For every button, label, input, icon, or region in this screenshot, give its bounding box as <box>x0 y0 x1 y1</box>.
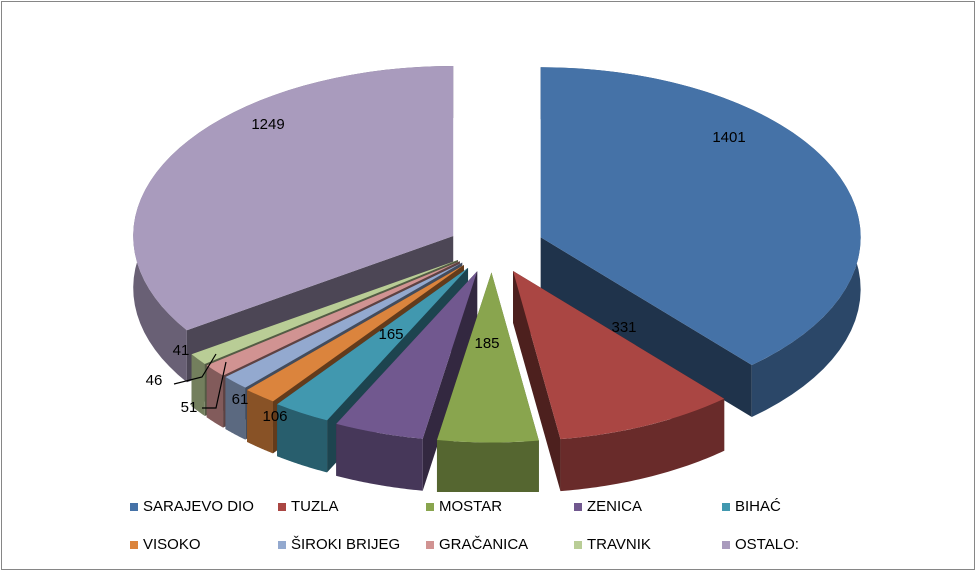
legend-item: MOSTAR <box>426 498 502 515</box>
legend-label: TRAVNIK <box>587 536 651 553</box>
legend-swatch <box>278 540 286 549</box>
slice-top <box>436 272 539 443</box>
slice-sarajevo-dio <box>540 67 861 418</box>
slice-side <box>277 404 328 473</box>
data-label: 165 <box>378 326 403 343</box>
slice-side <box>247 389 273 454</box>
slice-side <box>191 354 205 417</box>
legend-item: BIHAĆ <box>722 498 781 515</box>
legend-item: ZENICA <box>574 498 642 515</box>
legend-item: SARAJEVO DIO <box>130 498 254 515</box>
data-label: 51 <box>181 399 198 416</box>
legend-swatch <box>130 502 138 511</box>
legend-label: MOSTAR <box>439 498 503 515</box>
pie-chart: 1401 331 185 165 106 61 51 46 41 1249 <box>133 65 861 492</box>
data-label: 1249 <box>251 116 284 133</box>
data-label: 1401 <box>712 129 745 146</box>
leader-line <box>173 353 217 385</box>
legend-item: TUZLA <box>278 498 339 515</box>
slice-wall <box>540 237 752 418</box>
legend-swatch <box>574 502 582 511</box>
legend-swatch <box>722 502 730 511</box>
slice-top <box>247 264 464 402</box>
slice-tuzla <box>513 271 725 492</box>
slice-top <box>540 67 861 366</box>
legend-item: TRAVNIK <box>574 536 651 553</box>
legend-swatch <box>278 502 286 511</box>
data-label: 41 <box>173 342 190 359</box>
slice-top <box>277 267 469 421</box>
slice-mostar <box>436 272 539 492</box>
legend-swatch <box>722 540 730 549</box>
data-label: 106 <box>262 408 287 425</box>
slice-top <box>513 271 725 440</box>
data-label: 46 <box>146 372 163 389</box>
slice-top <box>133 65 454 331</box>
legend-label: GRAČANICA <box>439 536 529 553</box>
legend-item: ŠIROKI BRIJEG <box>278 536 400 553</box>
legend-item: OSTALO: <box>722 536 799 553</box>
legend-swatch <box>130 540 138 549</box>
slice-side <box>206 365 224 428</box>
legend-item: VISOKO <box>130 536 201 553</box>
legend-item: GRAČANICA <box>426 536 528 553</box>
slice-top <box>336 271 478 439</box>
legend-label: BIHAĆ <box>735 498 781 515</box>
slice-side <box>336 423 423 491</box>
slice-zenica <box>336 271 478 491</box>
slice-side <box>225 377 246 440</box>
legend-label: OSTALO: <box>735 536 799 553</box>
slice-top <box>206 261 460 376</box>
legend: SARAJEVO DIO TUZLA MOSTAR ZENICA BIHAĆ VISOKO… <box>130 494 850 564</box>
legend-swatch <box>574 540 582 549</box>
data-label: 185 <box>474 335 499 352</box>
data-label: 331 <box>611 319 636 336</box>
legend-label: SARAJEVO DIO <box>143 498 254 515</box>
legend-label: VISOKO <box>143 536 201 553</box>
legend-swatch <box>426 540 434 549</box>
slice-side <box>560 398 725 492</box>
slice-side <box>436 439 539 492</box>
legend-label: ŠIROKI BRIJEG <box>291 536 401 553</box>
slice-wall <box>513 271 561 492</box>
legend-label: ZENICA <box>587 498 643 515</box>
legend-swatch <box>426 502 434 511</box>
slice-top <box>225 262 463 388</box>
leader-line <box>202 361 227 409</box>
slice-top <box>191 259 458 365</box>
legend-label: TUZLA <box>291 498 339 515</box>
data-label: 61 <box>232 391 249 408</box>
